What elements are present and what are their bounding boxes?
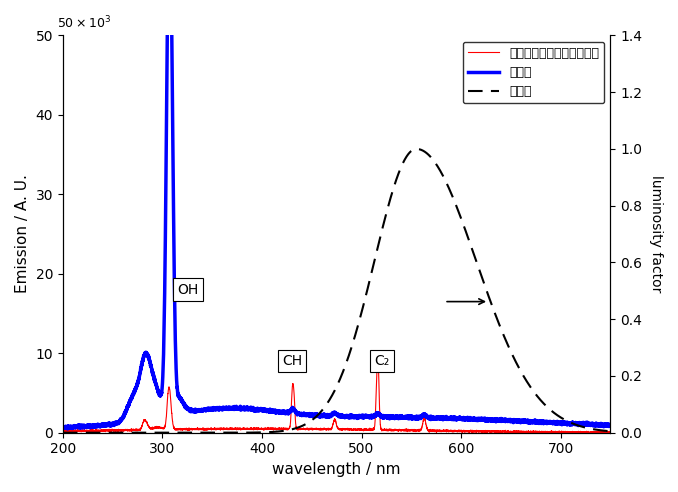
ブンゼンバーナー（青炎） [550, 429, 558, 434]
酸素炎 [538, 420, 546, 426]
視感度 [412, 146, 420, 152]
酸素炎 [606, 422, 614, 428]
ブンゼンバーナー（青炎） [167, 405, 176, 411]
ブンゼンバーナー（青炎） [276, 426, 284, 432]
Text: CH: CH [282, 354, 302, 368]
酸素炎 [59, 425, 67, 431]
Line: ブンゼンバーナー（青炎）: ブンゼンバーナー（青炎） [63, 353, 610, 433]
視感度 [606, 429, 614, 434]
Text: OH: OH [178, 283, 199, 297]
Text: $50 \times 10^3$: $50 \times 10^3$ [58, 15, 112, 31]
視感度 [167, 430, 176, 436]
視感度 [224, 430, 233, 435]
Legend: ブンゼンバーナー（青炎）, 酸素炎, 視感度: ブンゼンバーナー（青炎）, 酸素炎, 視感度 [463, 42, 604, 103]
視感度 [276, 429, 284, 434]
視感度 [59, 430, 67, 436]
視感度 [550, 410, 558, 416]
酸素炎 [167, 7, 176, 13]
ブンゼンバーナー（青炎） [606, 430, 614, 435]
Y-axis label: Emission / A. U.: Emission / A. U. [15, 175, 30, 294]
ブンゼンバーナー（青炎） [224, 426, 233, 431]
視感度 [538, 399, 546, 405]
Line: 視感度: 視感度 [63, 149, 610, 433]
酸素炎 [550, 420, 558, 426]
ブンゼンバーナー（青炎） [59, 427, 67, 433]
ブンゼンバーナー（青炎） [374, 350, 382, 356]
ブンゼンバーナー（青炎） [85, 428, 93, 433]
視感度 [85, 430, 93, 436]
酸素炎 [85, 424, 94, 430]
ブンゼンバーナー（青炎） [491, 430, 499, 436]
酸素炎 [277, 409, 285, 415]
X-axis label: wavelength / nm: wavelength / nm [273, 462, 401, 477]
Line: 酸素炎: 酸素炎 [63, 0, 610, 429]
酸素炎 [63, 426, 71, 432]
酸素炎 [224, 405, 233, 411]
Text: C₂: C₂ [374, 354, 390, 368]
ブンゼンバーナー（青炎） [538, 429, 546, 435]
Y-axis label: luminosity factor: luminosity factor [649, 175, 663, 293]
